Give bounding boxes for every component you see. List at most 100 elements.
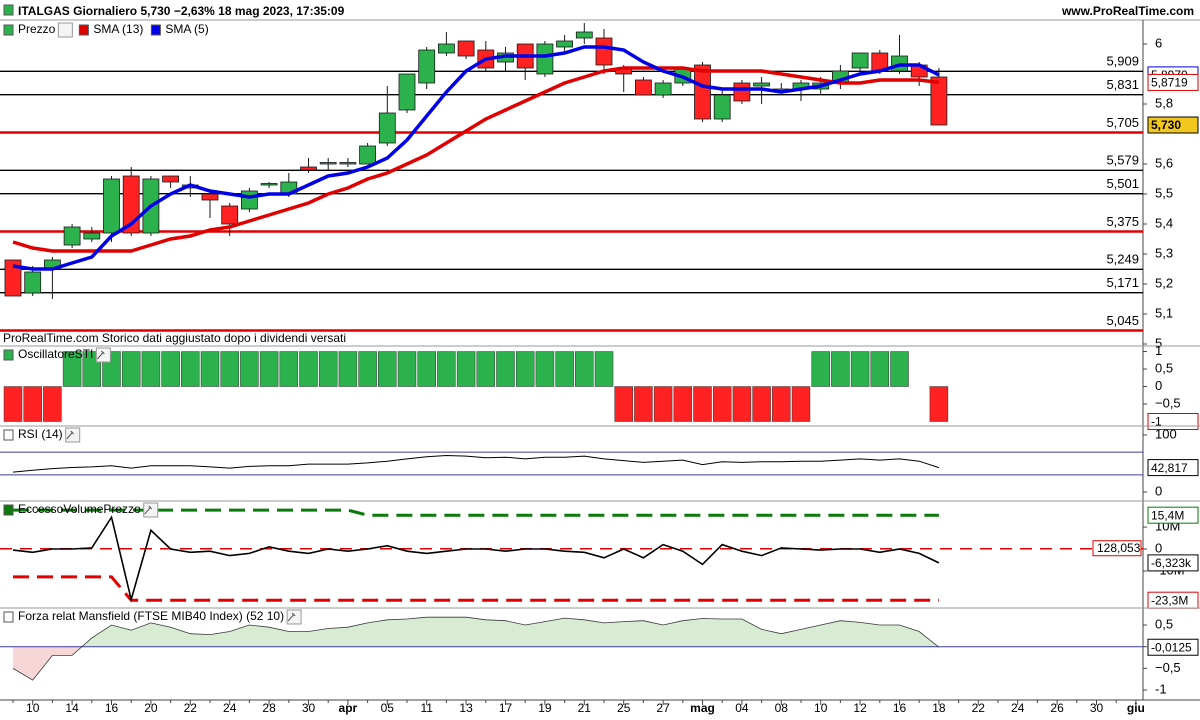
oscillator-bar xyxy=(811,351,830,387)
settings-button[interactable] xyxy=(95,347,111,363)
oscillator-bar xyxy=(712,386,732,422)
y-tick-label: 1 xyxy=(1155,343,1162,358)
oscillator-bar xyxy=(23,386,42,422)
settings-button[interactable] xyxy=(65,427,81,443)
candle-body xyxy=(201,193,219,201)
settings-icon xyxy=(66,430,75,440)
x-tick-label: 25 xyxy=(617,701,631,715)
indicator-title: OscillatoreSTI xyxy=(18,347,93,361)
y-tick-label: 0,5 xyxy=(1155,360,1173,375)
candle-body xyxy=(753,82,770,87)
value-badge xyxy=(1147,506,1199,524)
indicator-icon xyxy=(3,504,14,516)
y-tick-label: 5,3 xyxy=(1155,245,1173,260)
oscillator-bar xyxy=(141,351,161,387)
oscillator-bar xyxy=(791,386,811,422)
settings-button[interactable] xyxy=(143,502,159,518)
series-line xyxy=(13,575,939,602)
oscillator-bar xyxy=(476,351,496,387)
candle-body xyxy=(556,40,573,48)
legend-swatch xyxy=(78,24,89,36)
candle-body xyxy=(635,79,652,96)
oscillator-bar xyxy=(870,351,890,387)
candle-body xyxy=(83,232,101,240)
y-tick-label: 0,5 xyxy=(1155,616,1173,631)
value-badge-label: -1 xyxy=(1151,415,1162,429)
oscillator-bar xyxy=(653,386,673,422)
indicator-icon xyxy=(3,611,14,623)
settings-icon xyxy=(144,505,153,515)
x-tick-label: 12 xyxy=(853,701,867,715)
chart-header-title: ITALGAS Giornaliero 5,730 −2,63% 18 mag … xyxy=(18,4,345,18)
y-tick-label: −0,5 xyxy=(1155,395,1181,410)
oscillator-bar xyxy=(693,386,712,422)
value-badge xyxy=(1147,73,1199,91)
legend-label: SMA (5) xyxy=(165,22,208,36)
x-tick-label: 27 xyxy=(656,701,670,715)
oscillator-bar xyxy=(318,351,338,387)
candle-body xyxy=(654,82,672,96)
series-line xyxy=(12,66,940,253)
oscillator-bar xyxy=(437,351,456,387)
oscillator-bar xyxy=(397,351,417,387)
indicator-title: Forza relat Mansfield (FTSE MIB40 Index)… xyxy=(18,609,284,623)
level-label: 5,579 xyxy=(1106,153,1139,168)
settings-button[interactable] xyxy=(286,609,302,625)
level-label: 5,375 xyxy=(1106,214,1139,229)
candle-body xyxy=(930,76,948,126)
level-label: 5,705 xyxy=(1106,115,1139,130)
level-label: 5,501 xyxy=(1106,176,1139,191)
oscillator-bar xyxy=(161,351,180,387)
value-badge-label: -23,3M xyxy=(1151,593,1188,607)
oscillator-bar xyxy=(338,351,358,387)
candle-body xyxy=(300,166,317,171)
oscillator-bar xyxy=(535,351,555,387)
oscillator-bar xyxy=(378,351,397,387)
site-name[interactable]: www.ProRealTime.com xyxy=(1061,4,1194,18)
candle-body xyxy=(694,64,711,120)
candle-body xyxy=(24,271,42,294)
y-tick-label: -1 xyxy=(1155,681,1167,696)
candle-body xyxy=(713,94,731,120)
candle-body xyxy=(319,162,337,165)
level-label: 5,909 xyxy=(1106,54,1139,69)
candle-body xyxy=(260,183,278,186)
y-tick-label: 100 xyxy=(1155,426,1177,441)
candle-body xyxy=(221,205,239,225)
x-tick-label: 11 xyxy=(420,701,433,715)
oscillator-bar xyxy=(890,351,909,387)
oscillator-bar xyxy=(575,351,594,387)
oscillator-bar xyxy=(614,386,633,422)
app-icon xyxy=(3,4,14,16)
y-tick-label: 5,6 xyxy=(1155,155,1173,170)
y-tick-label: 6 xyxy=(1155,35,1162,50)
oscillator-bar xyxy=(772,386,791,422)
oscillator-bar xyxy=(181,351,200,387)
x-tick-label: apr xyxy=(339,701,358,715)
oscillator-bar xyxy=(220,351,239,387)
settings-icon xyxy=(287,612,296,622)
candle-body xyxy=(437,43,455,54)
oscillator-bar xyxy=(850,351,870,387)
reference-label: 128,053 xyxy=(1097,541,1141,555)
x-tick-label: 10 xyxy=(814,701,828,715)
oscillator-bar xyxy=(121,351,141,387)
value-badge xyxy=(1147,638,1199,656)
y-tick-label: 5,4 xyxy=(1155,215,1173,230)
oscillator-bar xyxy=(555,351,574,387)
x-tick-label: 21 xyxy=(578,701,592,715)
candle-body xyxy=(378,112,396,144)
oscillator-bar xyxy=(358,351,377,387)
value-badge xyxy=(1147,554,1199,572)
oscillator-bar xyxy=(43,386,62,422)
settings-icon xyxy=(96,350,105,360)
x-tick-label: 24 xyxy=(1011,701,1025,715)
settings-button[interactable] xyxy=(57,22,73,38)
reference-badge xyxy=(1092,540,1142,557)
oscillator-bar xyxy=(634,386,653,422)
y-tick-label: 0 xyxy=(1155,378,1162,393)
x-tick-label: 04 xyxy=(735,701,749,715)
value-badge-label: -6,323k xyxy=(1151,556,1192,570)
x-tick-label: 22 xyxy=(972,701,986,715)
